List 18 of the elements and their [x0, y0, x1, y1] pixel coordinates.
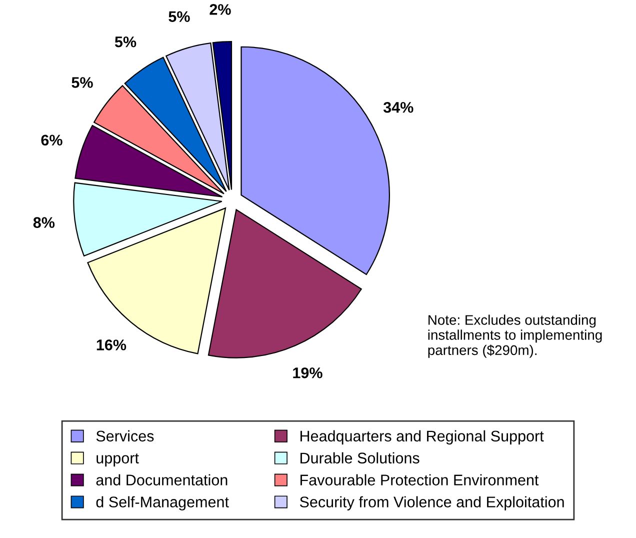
legend-label: Headquarters and Regional Support — [300, 430, 544, 445]
legend-label: upport — [96, 453, 139, 467]
data-label: 2% — [210, 4, 231, 15]
data-label: 8% — [33, 217, 55, 228]
legend-label: Durable Solutions — [300, 452, 420, 464]
text: Note: Excludes outstanding installments to implementing partners ($290m). — [428, 314, 602, 358]
data-label: 19% — [293, 367, 322, 378]
legend-label: Security from Violence and Exploitation — [300, 496, 564, 510]
legend-label: d Self-Management — [96, 496, 229, 510]
legend-label: Services — [96, 430, 154, 442]
data-label: 5% — [72, 77, 93, 88]
legend-label: and Documentation — [96, 474, 228, 486]
data-label: 6% — [41, 134, 62, 146]
data-label: 5% — [114, 36, 136, 48]
data-label: 16% — [96, 340, 126, 350]
data-label: 34% — [383, 102, 414, 113]
data-label: 5% — [168, 11, 190, 22]
legend-label: Favourable Protection Environment — [300, 474, 539, 486]
